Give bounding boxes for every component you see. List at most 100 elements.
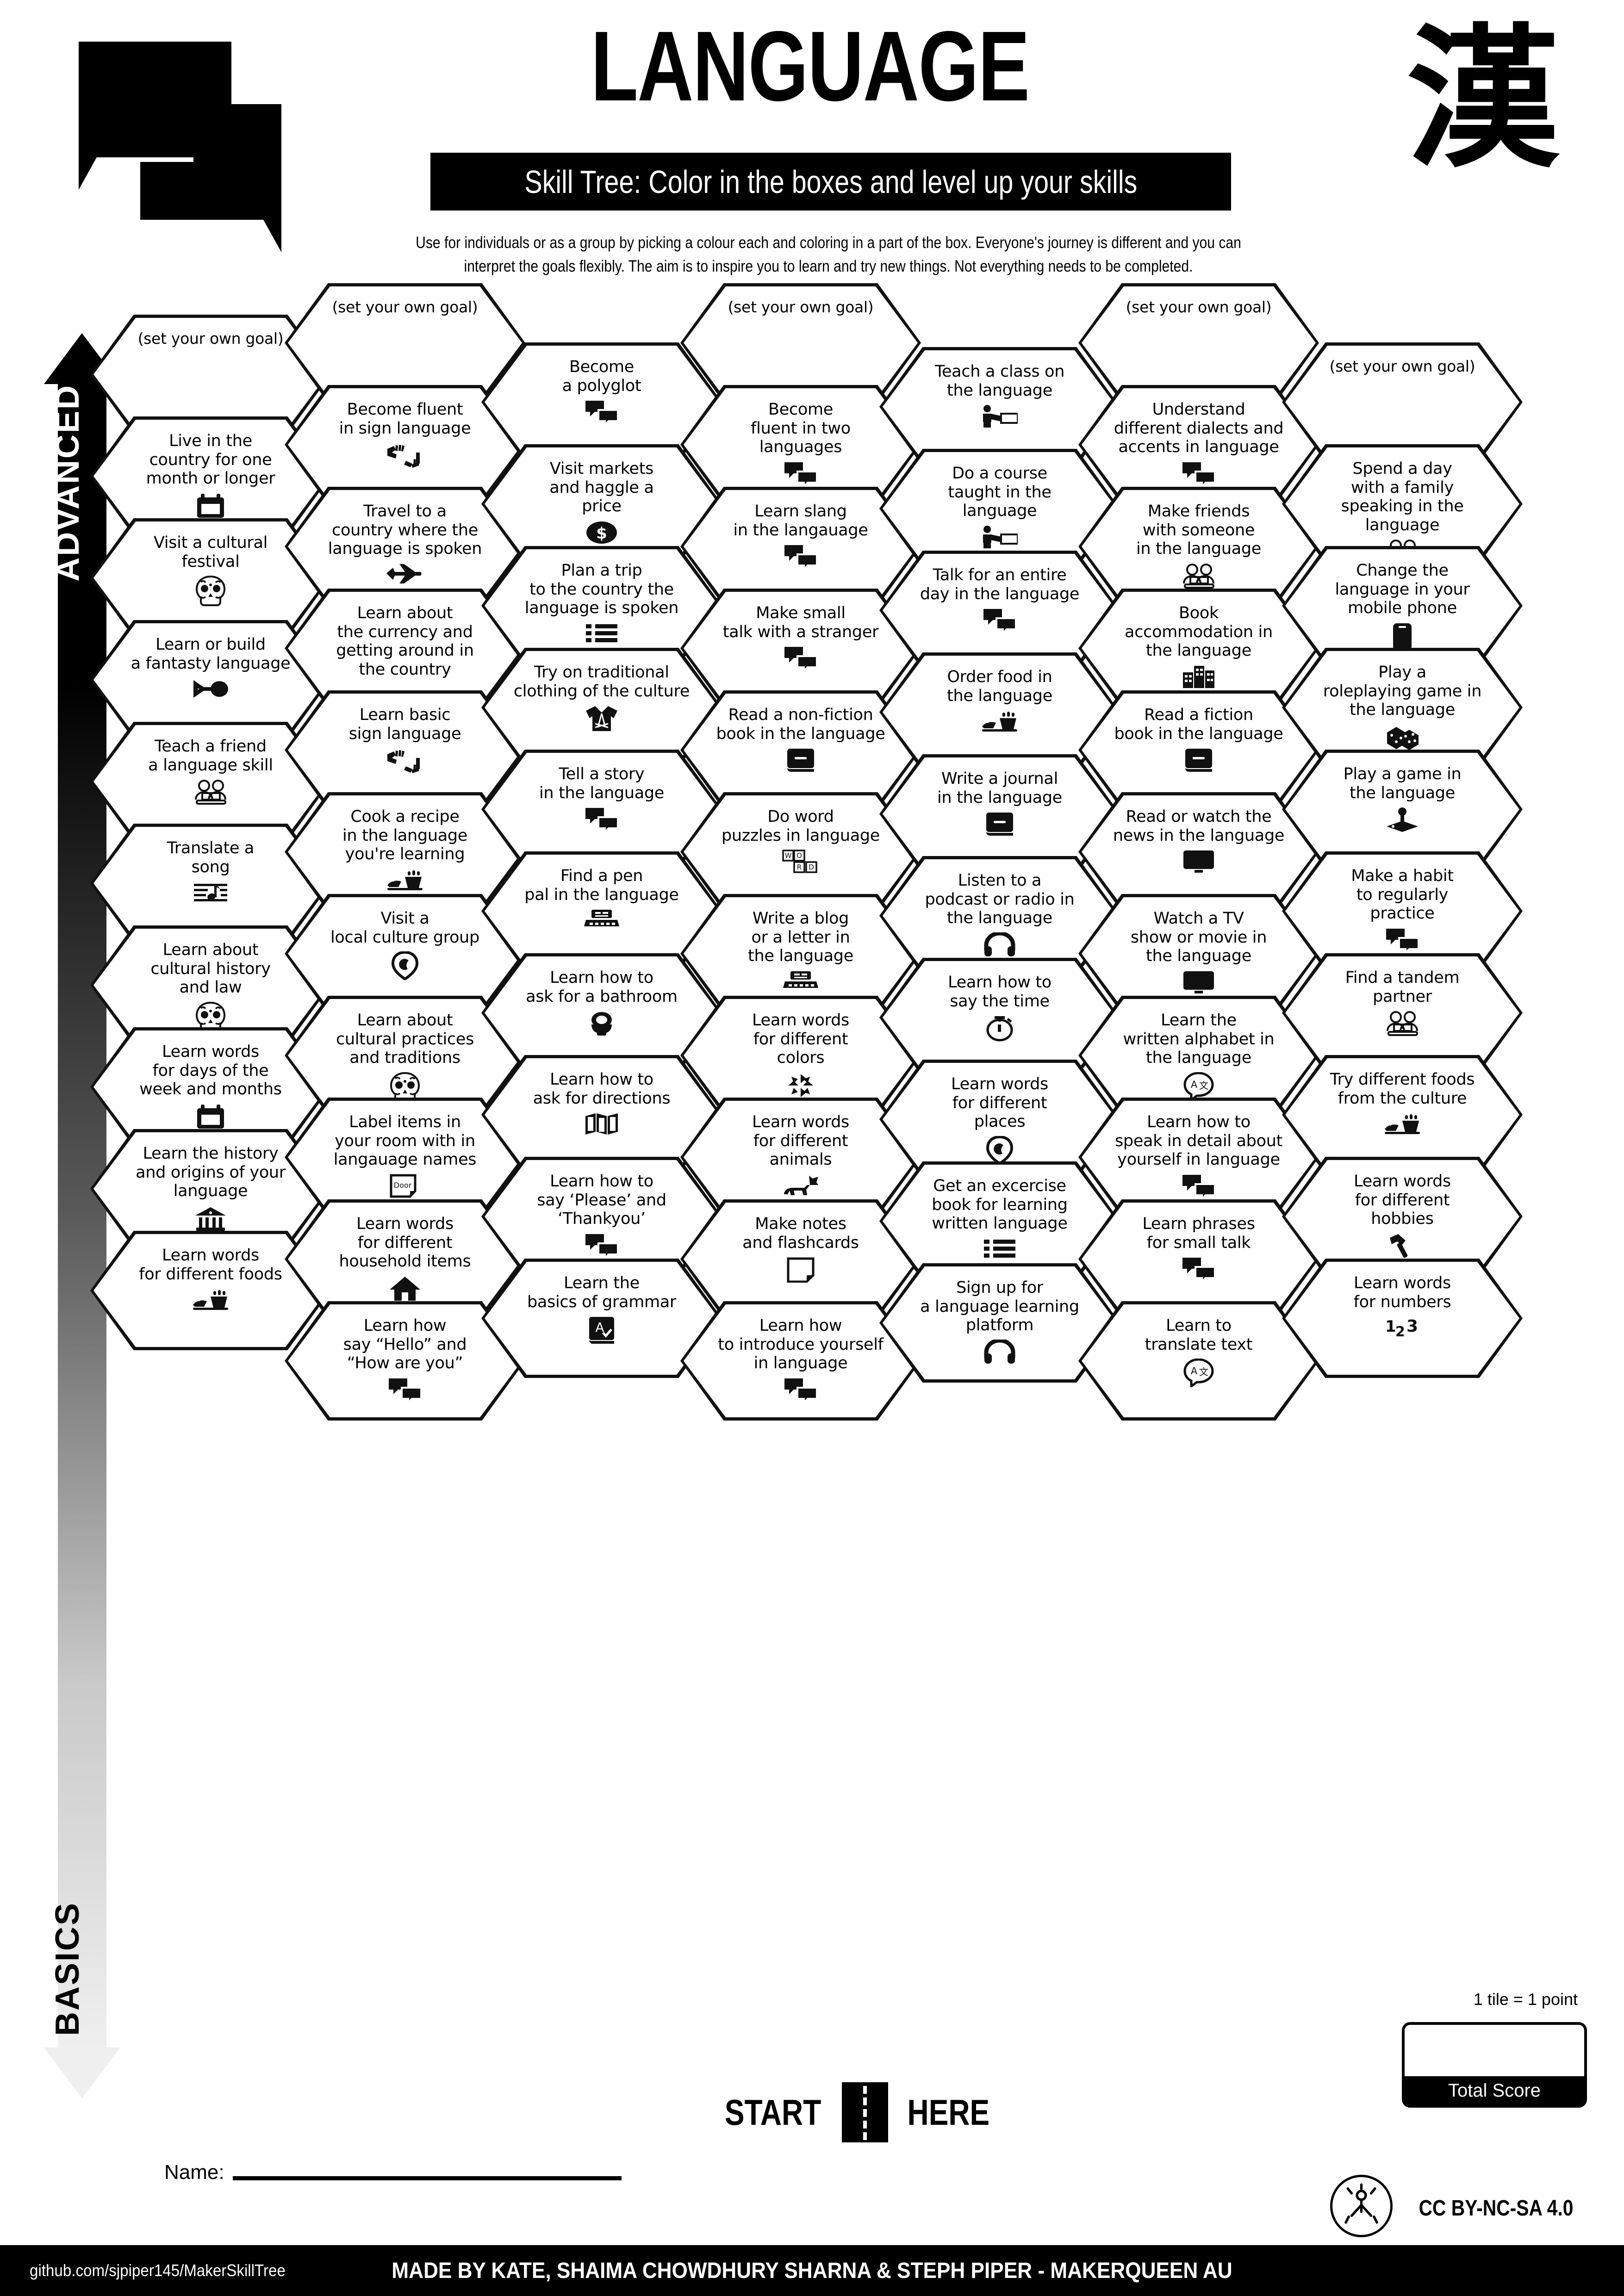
skill-tile-fill[interactable]: (set your own goal) (288, 286, 522, 399)
skill-tile[interactable]: Do word puzzles in language W O R D (680, 792, 921, 912)
skill-tile-fill[interactable]: Learn words for different hobbies (1285, 1160, 1519, 1273)
skill-tile[interactable]: Teach a friend a language skill (90, 722, 331, 841)
skill-tile-fill[interactable]: Learn the written alphabet in the language… (1082, 999, 1316, 1112)
skill-tile-fill[interactable]: Read a non-fiction book in the language (684, 694, 918, 807)
skill-tile-fill[interactable]: Learn words for different animals (684, 1101, 918, 1214)
skill-tile-fill[interactable]: Learn words for numbers 1 2 3 (1285, 1262, 1519, 1375)
skill-tile[interactable]: Learn about cultural practices and traditi… (285, 996, 525, 1115)
skill-tile[interactable]: (set your own goal) (680, 283, 921, 403)
skill-tile-fill[interactable]: Listen to a podcast or radio in the langua… (883, 859, 1117, 972)
skill-tile-fill[interactable]: Try on traditional clothing of the cultur… (485, 651, 719, 764)
skill-tile[interactable]: Tell a story in the language (481, 750, 722, 869)
skill-tile-fill[interactable]: (set your own goal) (1082, 286, 1316, 399)
skill-tile-fill[interactable]: Do a course taught in the language (883, 452, 1117, 565)
skill-tile-fill[interactable]: Understand different dialects and accents … (1082, 388, 1316, 501)
skill-tile-fill[interactable]: Write a journal in the language (883, 757, 1117, 870)
skill-tile[interactable]: Spend a day with a family speaking in the … (1282, 444, 1523, 564)
skill-tile[interactable]: Learn words for numbers 1 2 3 (1282, 1259, 1523, 1378)
skill-tile-fill[interactable]: Learn how to introduce yourself in languag… (684, 1304, 918, 1417)
skill-tile[interactable]: Get an excercise book for learning written… (879, 1161, 1120, 1281)
skill-tile[interactable]: Translate a song (90, 824, 331, 943)
skill-tile-fill[interactable]: Label items in your room with in langauage… (288, 1101, 522, 1214)
skill-tile-fill[interactable]: Make a habit to regularly practice (1285, 855, 1519, 968)
skill-tile[interactable]: Watch a TV show or movie in the language (1078, 894, 1319, 1013)
skill-tile-fill[interactable]: Do word puzzles in language W O R D (684, 795, 918, 908)
skill-tile-fill[interactable]: Learn how say “Hello” and “How are you” (288, 1304, 522, 1417)
skill-tile[interactable]: Learn how to ask for directions (481, 1055, 722, 1174)
skill-tile-fill[interactable]: Teach a class on the language (883, 350, 1117, 463)
skill-tile-fill[interactable]: (set your own goal) (93, 318, 328, 431)
skill-tile[interactable]: Plan a trip to the country the language is… (481, 546, 722, 665)
skill-tile-fill[interactable]: Make small talk with a stranger (684, 592, 918, 705)
skill-tile-fill[interactable]: Make friends with someone in the language (1082, 490, 1316, 603)
skill-tile-fill[interactable]: Become a polyglot (485, 346, 719, 459)
skill-tile-fill[interactable]: Visit a local culture group (288, 897, 522, 1010)
skill-tile-fill[interactable]: Learn how to ask for directions (485, 1058, 719, 1171)
skill-tile[interactable]: Label items in your room with in langauage… (285, 1098, 525, 1217)
skill-tile-fill[interactable]: Learn words for different places (883, 1063, 1117, 1176)
skill-tile-fill[interactable]: Travel to a country where the language is … (288, 490, 522, 603)
skill-tile-fill[interactable]: Change the language in your mobile phone (1285, 549, 1519, 662)
skill-tile-fill[interactable]: Become fluent in two languages (684, 388, 918, 501)
skill-tile[interactable]: Make notes and flashcards (680, 1199, 921, 1319)
skill-tile[interactable]: Make small talk with a stranger (680, 589, 921, 708)
skill-tile-fill[interactable]: Learn how to speak in detail about yoursel… (1082, 1101, 1316, 1214)
skill-tile[interactable]: Read a fiction book in the language (1078, 690, 1319, 810)
skill-tile[interactable]: Learn about the currency and getting aroun… (285, 589, 525, 708)
skill-tile[interactable]: Visit a cultural festival (90, 518, 331, 638)
skill-tile[interactable]: Become a polyglot (481, 342, 722, 462)
skill-tile-fill[interactable]: Visit markets and haggle a price $ (485, 447, 719, 560)
skill-tile-fill[interactable]: Learn to translate text A 文 (1082, 1304, 1316, 1417)
skill-tile-fill[interactable]: (set your own goal) (684, 286, 918, 399)
skill-tile-fill[interactable]: Learn about cultural practices and traditi… (288, 999, 522, 1112)
skill-tile[interactable]: (set your own goal) (1282, 342, 1523, 462)
skill-tile-fill[interactable]: Translate a song (93, 827, 328, 940)
skill-tile[interactable]: Sign up for a language learning platform (879, 1263, 1120, 1383)
skill-tile-fill[interactable]: Learn slang in the langauage (684, 490, 918, 603)
skill-tile-fill[interactable]: Learn the history and origins of your lang… (93, 1132, 328, 1245)
skill-tile[interactable]: Learn how to say ‘Please’ and ‘Thankyou’ (481, 1157, 722, 1276)
skill-tile-fill[interactable]: Teach a friend a language skill (93, 725, 328, 838)
skill-tile-fill[interactable]: Read a fiction book in the language (1082, 694, 1316, 807)
skill-tile[interactable]: Change the language in your mobile phone (1282, 546, 1523, 665)
skill-tile[interactable]: Write a journal in the language (879, 754, 1120, 874)
skill-tile[interactable]: Learn how to speak in detail about yoursel… (1078, 1098, 1319, 1217)
skill-tile-fill[interactable]: Learn about cultural history and law (93, 929, 328, 1042)
skill-tile[interactable]: Learn phrases for small talk (1078, 1199, 1319, 1319)
skill-tile-fill[interactable]: Spend a day with a family speaking in the … (1285, 447, 1519, 560)
skill-tile[interactable]: Learn how to introduce yourself in languag… (680, 1301, 921, 1421)
skill-tile-fill[interactable]: Cook a recipe in the language you're learn… (288, 795, 522, 908)
skill-tile[interactable]: Learn the written alphabet in the language… (1078, 996, 1319, 1115)
skill-tile[interactable]: Learn to translate text A 文 (1078, 1301, 1319, 1421)
skill-tile-fill[interactable]: Try different foods from the culture (1285, 1058, 1519, 1171)
skill-tile[interactable]: Do a course taught in the language (879, 449, 1120, 568)
skill-tile[interactable]: (set your own goal) (1078, 283, 1319, 403)
skill-tile-fill[interactable]: Learn words for different foods (93, 1234, 328, 1347)
skill-tile[interactable]: (set your own goal) (285, 283, 525, 403)
github-link[interactable]: github.com/sjpiper145/MakerSkillTree (30, 2261, 286, 2280)
skill-tile[interactable]: Learn words for different animals (680, 1098, 921, 1217)
skill-tile-fill[interactable]: Learn how to say ‘Please’ and ‘Thankyou’ (485, 1160, 719, 1273)
skill-tile[interactable]: Make friends with someone in the language (1078, 487, 1319, 606)
skill-tile-fill[interactable]: Learn about the currency and getting aroun… (288, 592, 522, 705)
name-input-line[interactable] (232, 2176, 622, 2180)
skill-tile-fill[interactable]: Sign up for a language learning platform (883, 1266, 1117, 1379)
skill-tile[interactable]: Try on traditional clothing of the cultur… (481, 648, 722, 767)
skill-tile-fill[interactable]: Learn words for days of the week and month… (93, 1030, 328, 1143)
skill-tile-fill[interactable]: Order food in the language (883, 656, 1117, 769)
skill-tile[interactable]: Learn how to ask for a bathroom (481, 953, 722, 1073)
skill-tile-fill[interactable]: Learn how to say the time (883, 961, 1117, 1074)
skill-tile[interactable]: Learn about cultural history and law (90, 925, 331, 1045)
skill-tile[interactable]: Learn words for days of the week and month… (90, 1027, 331, 1147)
skill-tile-fill[interactable]: Book accommodation in the language (1082, 592, 1316, 705)
skill-tile[interactable]: Play a game in the language (1282, 750, 1523, 869)
skill-tile-fill[interactable]: (set your own goal) (1285, 346, 1519, 459)
skill-tile[interactable]: Learn the basics of grammar A (481, 1259, 722, 1378)
skill-tile-fill[interactable]: Plan a trip to the country the language is… (485, 549, 719, 662)
skill-tile[interactable]: Play a roleplaying game in the language (1282, 648, 1523, 767)
skill-tile[interactable]: Learn basic sign language (285, 690, 525, 810)
skill-tile[interactable]: Make a habit to regularly practice (1282, 851, 1523, 971)
skill-tile[interactable]: Read or watch the news in the language (1078, 792, 1319, 912)
skill-tile[interactable]: Book accommodation in the language (1078, 589, 1319, 708)
skill-tile-fill[interactable]: Visit a cultural festival (93, 521, 328, 634)
